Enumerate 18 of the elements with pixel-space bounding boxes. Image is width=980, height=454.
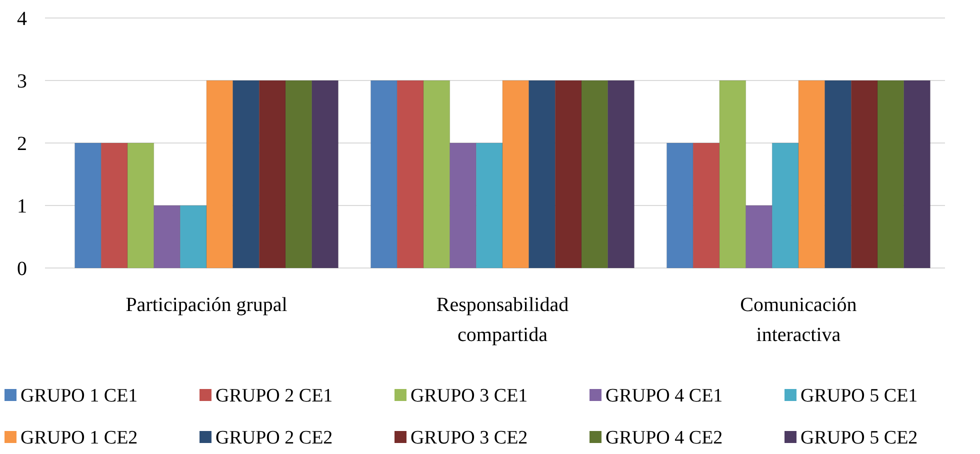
legend-label: GRUPO 1 CE2: [20, 428, 138, 449]
legend-label: GRUPO 2 CE2: [216, 428, 333, 449]
x-tick-label: Participación grupal: [126, 294, 288, 316]
y-tick-label: 0: [17, 258, 27, 280]
y-tick-label: 2: [17, 133, 27, 155]
y-tick-label: 1: [17, 196, 27, 218]
legend-label: GRUPO 5 CE1: [800, 386, 918, 407]
legend-label: GRUPO 4 CE1: [606, 386, 723, 407]
y-tick-label: 4: [17, 8, 27, 30]
legend-label: GRUPO 1 CE1: [20, 386, 138, 407]
legend-label: GRUPO 3 CE1: [410, 386, 528, 407]
legend-label: GRUPO 2 CE1: [216, 386, 333, 407]
legend-label: GRUPO 4 CE2: [606, 428, 723, 449]
y-tick-label: 3: [17, 70, 27, 92]
x-tick-label: Responsabilidad compartida: [436, 294, 569, 346]
x-tick-label: Comunicación interactiva: [740, 294, 857, 346]
legend-label: GRUPO 5 CE2: [800, 428, 918, 449]
legend-label: GRUPO 3 CE2: [410, 428, 528, 449]
